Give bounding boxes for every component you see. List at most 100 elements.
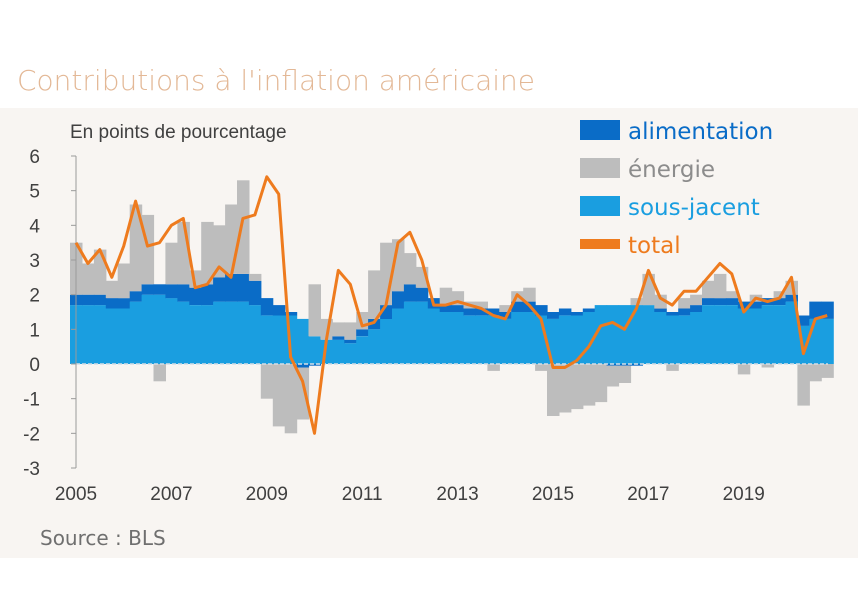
bar-énergie-11	[201, 221, 214, 285]
bar-sous-jacent-25	[368, 329, 381, 364]
bar-sous-jacent-31	[439, 312, 453, 364]
bar-sous-jacent-46	[618, 305, 632, 364]
bar-alimentation-17	[272, 305, 286, 316]
x-tick-label: 2007	[150, 484, 192, 505]
bar-alimentation-53	[702, 298, 715, 305]
bar-énergie-1	[82, 263, 95, 295]
legend-swatch-alimentation	[580, 120, 620, 140]
bar-énergie-63	[821, 364, 834, 378]
bar-sous-jacent-8	[165, 298, 178, 364]
bar-alimentation-59	[773, 298, 787, 305]
bar-sous-jacent-27	[392, 308, 405, 364]
bar-énergie-35	[487, 364, 500, 371]
bar-alimentation-6	[141, 284, 155, 295]
bar-alimentation-5	[129, 291, 143, 302]
bar-alimentation-18	[284, 312, 298, 316]
bar-sous-jacent-23	[344, 343, 357, 364]
bar-sous-jacent-36	[499, 318, 512, 364]
bar-énergie-40	[547, 364, 560, 416]
bar-alimentation-39	[535, 305, 548, 316]
bar-sous-jacent-26	[380, 318, 393, 364]
bar-énergie-22	[332, 322, 345, 337]
source-note: Source : BLS	[40, 526, 166, 550]
bar-alimentation-63	[821, 301, 834, 319]
bar-alimentation-41	[558, 308, 572, 316]
bar-énergie-51	[678, 298, 691, 309]
bar-sous-jacent-57	[749, 308, 763, 364]
bar-sous-jacent-63	[821, 318, 834, 364]
bar-alimentation-55	[725, 298, 739, 305]
bar-sous-jacent-44	[594, 305, 608, 364]
bar-alimentation-62	[809, 301, 822, 319]
y-tick-label: 2	[29, 286, 40, 307]
bar-énergie-54	[713, 273, 727, 299]
axes-layer: 6 5 4 3 2 1 0 -1 -2 -3 2005 2007 2009 2011 2013 2015 201…	[23, 122, 828, 505]
bar-alimentation-7	[153, 284, 166, 295]
bar-énergie-5	[129, 204, 143, 292]
bar-alimentation-34	[475, 308, 488, 316]
bar-alimentation-14	[237, 273, 250, 302]
bar-sous-jacent-12	[213, 301, 226, 364]
lines-layer	[74, 175, 828, 435]
x-tick-label: 2011	[342, 484, 383, 505]
bar-énergie-25	[368, 270, 381, 319]
bar-sous-jacent-10	[189, 305, 202, 364]
bar-alimentation-46	[618, 364, 632, 366]
bar-alimentation-45	[606, 364, 620, 366]
bar-sous-jacent-62	[809, 318, 822, 364]
bar-énergie-38	[523, 287, 536, 302]
bar-énergie-19	[296, 367, 310, 420]
bar-sous-jacent-38	[523, 312, 536, 364]
bar-sous-jacent-58	[761, 305, 775, 364]
bar-sous-jacent-3	[105, 308, 119, 364]
bar-énergie-7	[153, 364, 166, 382]
bar-sous-jacent-22	[332, 339, 345, 364]
bar-alimentation-8	[165, 284, 178, 299]
bar-énergie-31	[439, 287, 453, 305]
bar-alimentation-16	[260, 298, 274, 316]
bar-énergie-13	[225, 204, 238, 274]
bar-sous-jacent-40	[547, 318, 560, 364]
bar-énergie-16	[260, 364, 274, 399]
bar-énergie-15	[248, 273, 262, 281]
bar-énergie-55	[725, 291, 739, 299]
bar-alimentation-37	[511, 301, 524, 312]
bar-sous-jacent-48	[642, 305, 655, 364]
x-tick-label: 2015	[532, 484, 574, 505]
bar-énergie-28	[403, 253, 417, 285]
legend-label-total: total	[628, 233, 681, 259]
bar-énergie-3	[105, 280, 119, 299]
bar-sous-jacent-60	[785, 301, 798, 364]
bar-alimentation-13	[225, 273, 238, 302]
bar-énergie-20	[308, 284, 321, 337]
bar-sous-jacent-37	[511, 312, 524, 364]
bar-sous-jacent-33	[463, 315, 476, 364]
bar-sous-jacent-11	[201, 305, 214, 364]
bar-sous-jacent-24	[356, 336, 369, 364]
bar-alimentation-22	[332, 336, 345, 340]
bar-alimentation-1	[82, 294, 95, 306]
bar-énergie-61	[797, 364, 810, 406]
bar-alimentation-3	[105, 298, 119, 309]
bar-alimentation-49	[654, 308, 667, 312]
bar-sous-jacent-19	[296, 318, 310, 364]
legend-swatch-énergie	[580, 158, 620, 178]
bar-sous-jacent-4	[117, 308, 131, 364]
legend-swatch-total	[580, 239, 620, 249]
bar-énergie-52	[690, 294, 703, 306]
bar-sous-jacent-50	[666, 315, 679, 364]
bar-alimentation-57	[749, 301, 763, 309]
bar-alimentation-52	[690, 305, 703, 312]
page-title: Contributions à l'inflation américaine	[17, 64, 535, 97]
bar-alimentation-28	[403, 284, 417, 302]
total-line	[74, 175, 828, 435]
bar-sous-jacent-1	[82, 305, 95, 364]
bar-sous-jacent-45	[606, 305, 620, 364]
bar-alimentation-27	[392, 291, 405, 309]
bar-sous-jacent-59	[773, 305, 787, 364]
bar-sous-jacent-49	[654, 312, 667, 364]
legend-label-alimentation: alimentation	[628, 119, 773, 145]
bar-sous-jacent-17	[272, 315, 286, 364]
bar-alimentation-56	[737, 301, 751, 309]
bar-énergie-34	[475, 301, 488, 309]
